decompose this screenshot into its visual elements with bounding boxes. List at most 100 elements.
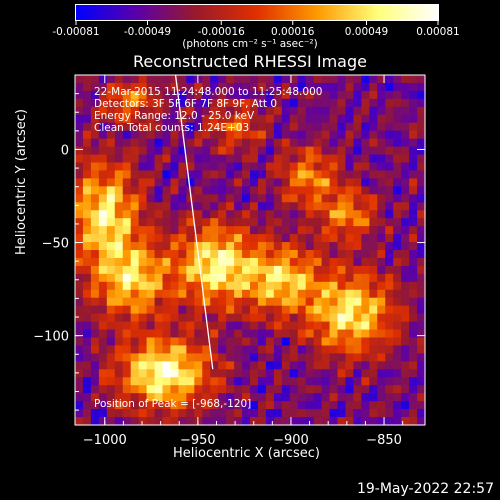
heatmap-cell	[337, 162, 347, 172]
heatmap-cell	[146, 289, 156, 299]
heatmap-cell	[273, 377, 283, 386]
heatmap-cell	[313, 82, 323, 92]
heatmap-cell	[162, 273, 172, 283]
heatmap-cell	[393, 234, 402, 243]
heatmap-cell	[154, 98, 164, 108]
heatmap-cell	[265, 90, 275, 100]
heatmap-cell	[186, 154, 195, 164]
heatmap-cell	[186, 417, 195, 426]
heatmap-cell	[186, 162, 195, 172]
heatmap-cell	[202, 146, 211, 156]
heatmap-cell	[329, 130, 339, 140]
heatmap-cell	[75, 210, 84, 219]
heatmap-cell	[242, 90, 251, 100]
heatmap-cell	[377, 393, 386, 402]
heatmap-cell	[218, 345, 227, 354]
heatmap-cell	[321, 361, 331, 370]
heatmap-cell	[106, 234, 116, 243]
heatmap-cell	[345, 170, 354, 179]
heatmap-cell	[353, 82, 362, 92]
heatmap-cell	[82, 75, 92, 84]
heatmap-cell	[130, 138, 140, 148]
heatmap-cell	[114, 106, 124, 116]
heatmap-cell	[337, 122, 347, 132]
heatmap-cell	[75, 265, 84, 275]
heatmap-cell	[90, 178, 100, 187]
heatmap-cell	[178, 170, 187, 179]
heatmap-cell	[257, 114, 267, 124]
heatmap-cell	[289, 273, 299, 283]
heatmap-cell	[138, 130, 148, 140]
heatmap-cell	[417, 257, 426, 267]
heatmap-cell	[265, 226, 275, 235]
heatmap-cell	[345, 82, 354, 92]
heatmap-cell	[138, 289, 148, 299]
heatmap-cell	[345, 289, 354, 299]
heatmap-cell	[305, 130, 315, 140]
heatmap-cell	[178, 257, 187, 267]
heatmap-cell	[186, 297, 195, 307]
heatmap-cell	[377, 202, 386, 211]
heatmap-cell	[321, 218, 331, 227]
heatmap-cell	[353, 98, 362, 108]
heatmap-cell	[98, 273, 108, 283]
heatmap-cell	[369, 202, 378, 211]
heatmap-cell	[250, 401, 259, 410]
heatmap-cell	[75, 273, 84, 283]
heatmap-cell	[186, 82, 195, 92]
heatmap-cell	[329, 114, 339, 124]
heatmap-cell	[154, 202, 164, 211]
heatmap-cell	[130, 82, 140, 92]
heatmap-cell	[106, 114, 116, 124]
heatmap-cell	[98, 345, 108, 354]
heatmap-cell	[82, 154, 92, 164]
heatmap-cell	[409, 75, 418, 84]
heatmap-cell	[297, 146, 307, 156]
heatmap-cell	[138, 337, 148, 347]
heatmap-cell	[138, 202, 148, 211]
heatmap-cell	[186, 90, 195, 100]
heatmap-cell	[226, 281, 235, 291]
heatmap-cell	[305, 178, 315, 187]
heatmap-cell	[305, 377, 315, 386]
heatmap-cell	[345, 178, 354, 187]
heatmap-cell	[194, 186, 203, 195]
heatmap-cell	[401, 345, 410, 354]
heatmap-cell	[305, 234, 315, 243]
heatmap-cell	[297, 98, 307, 108]
heatmap-cell	[186, 329, 195, 339]
heatmap-cell	[146, 218, 156, 227]
heatmap-cell	[353, 313, 362, 323]
heatmap-cell	[218, 98, 227, 108]
heatmap-cell	[281, 138, 291, 148]
heatmap-cell	[114, 401, 124, 410]
heatmap-cell	[162, 218, 172, 227]
heatmap-cell	[257, 162, 267, 172]
heatmap-cell	[273, 186, 283, 195]
heatmap-cell	[218, 401, 227, 410]
heatmap-cell	[194, 162, 203, 172]
heatmap-cell	[257, 154, 267, 164]
heatmap-cell	[162, 82, 172, 92]
heatmap-cell	[377, 210, 386, 219]
heatmap-cell	[265, 409, 275, 418]
heatmap-cell	[257, 202, 267, 211]
heatmap-cell	[417, 242, 426, 251]
heatmap-cell	[98, 257, 108, 267]
heatmap-cell	[289, 393, 299, 402]
heatmap-cell	[257, 130, 267, 140]
heatmap-cell	[265, 178, 275, 187]
heatmap-cell	[265, 385, 275, 394]
heatmap-cell	[337, 385, 347, 394]
heatmap-cell	[337, 273, 347, 283]
heatmap-cell	[154, 281, 164, 291]
heatmap-cell	[170, 210, 179, 219]
heatmap-cell	[178, 186, 187, 195]
heatmap-cell	[130, 75, 140, 84]
heatmap-cell	[106, 90, 116, 100]
heatmap-cell	[377, 369, 386, 378]
heatmap-cell	[154, 337, 164, 347]
heatmap-cell	[417, 369, 426, 378]
heatmap-cell	[218, 377, 227, 386]
